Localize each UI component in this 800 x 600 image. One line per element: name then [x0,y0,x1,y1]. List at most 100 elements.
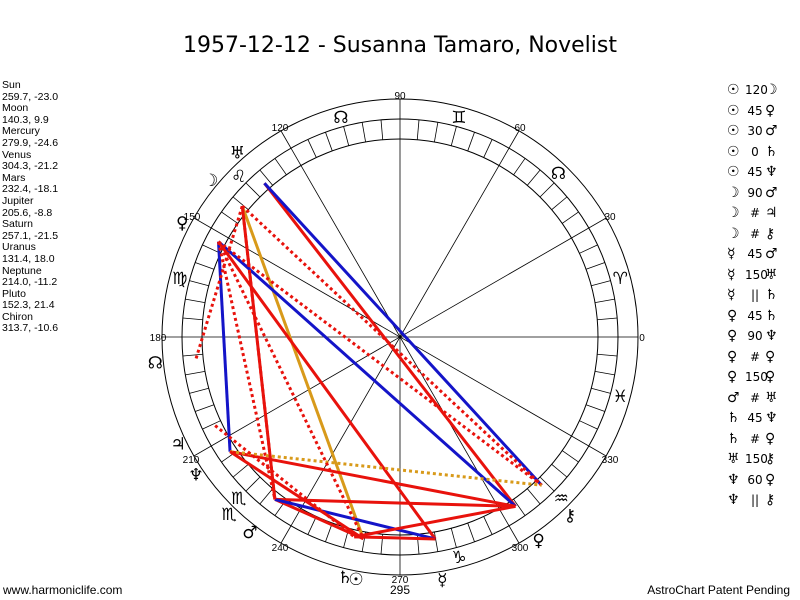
tick-mark [579,244,598,254]
tick-mark [380,119,384,140]
tick-mark [182,353,203,357]
aspect-planet-glyph: ♂ [765,123,778,139]
aspect-line [274,497,436,541]
planet-coords: 259.7, -23.0 [2,90,59,103]
aspect-value: 45 [747,247,763,261]
zodiac-sign-glyph: ♊ [451,108,466,128]
tick-mark [259,488,274,505]
aspect-planet-glyph: ☽ [727,184,740,201]
aspect-line [194,205,244,359]
website-link[interactable]: www.harmoniclife.com [3,583,123,597]
aspect-row: ☉ 45 ♀ [727,101,781,122]
aspect-line [274,497,516,508]
aspect-value: 45 [747,103,763,118]
planet-glyph: ☊ [148,354,163,374]
tick-mark [232,196,249,211]
aspect-planet-glyph: ♂ [765,246,778,262]
spoke-line [228,237,572,437]
tick-mark [513,158,526,176]
aspect-planet-glyph: ⚷ [765,225,776,242]
zodiac-sign-glyph: ♈ [613,269,628,289]
tick-mark [325,132,333,152]
planet-entry-mercury: Mercury 279.9, -24.6 [2,126,58,149]
zodiac-sign-glyph: ♌ [231,167,246,187]
aspect-value: 0 [751,144,759,159]
tick-mark [526,169,541,186]
tick-mark [539,476,555,492]
aspect-value: 30 [747,124,763,138]
aspect-line [241,204,543,487]
degree-label: 300 [512,543,529,554]
planet-glyph: ♃ [171,434,186,454]
degree-label: 0 [639,333,645,344]
aspect-planet-glyph: ☿ [727,287,736,303]
planet-name: Neptune [2,264,42,277]
aspect-value: 90 [747,329,763,343]
tick-mark [232,463,249,478]
planet-entry-chiron: Chiron 313.7, -10.6 [2,311,58,335]
aspect-row: ☽ # ⚷ [727,224,781,245]
aspect-planet-glyph: ♂ [765,184,778,201]
aspect-line [353,504,516,539]
planet-coords: 140.3, 9.9 [2,113,49,126]
planet-name: Uranus [2,241,36,254]
aspect-row: ♀ 150♀ [727,367,781,388]
tick-mark [591,280,611,287]
aspect-line [263,182,543,487]
planet-coords: 152.3, 21.4 [2,299,55,312]
aspect-list: ☉ 120☽ ☉ 45 ♀ ☉ 30 ♂ ☉ 0 ♄ ☉ 45 ♆ ☽ 90 ♂ ☽ # ♃ ☽ # ⚷ ☿ 45 ♂ ☿ 150♅ ☿… [727,80,781,511]
aspect-value: || [750,493,760,507]
tick-mark [202,244,221,254]
aspect-planet-glyph: ♀ [727,348,738,365]
aspect-planet-glyph: ♄ [727,410,740,426]
aspect-planet-glyph: ⚷ [765,451,776,467]
degree-label: 30 [604,212,616,223]
zodiac-sign-glyph: ♑ [451,548,466,568]
aspect-line [217,240,543,487]
aspect-planet-glyph: ♀ [765,430,776,447]
aspect-planet-glyph: ☉ [727,82,740,98]
tick-mark [498,508,510,526]
aspect-value: || [750,288,760,302]
tick-mark [579,420,598,430]
aspect-row: ♆ || ⚷ [727,490,781,511]
aspect-line [217,240,437,540]
planet-coords: 205.6, -8.8 [2,206,53,219]
tick-mark [182,317,203,321]
tick-mark [551,196,568,211]
tick-mark [195,262,215,270]
aspect-planet-glyph: ♃ [765,205,778,221]
tick-mark [185,298,206,304]
aspect-row: ☽ # ♃ [727,203,781,224]
aspect-line [229,450,365,540]
aspect-planet-glyph: ♆ [727,492,740,508]
planet-glyph: ☽ [203,171,218,191]
planet-entry-pluto: Pluto 152.3, 21.4 [2,288,58,312]
degree-label: 60 [514,123,526,134]
node-glyph: ☊ [551,164,566,184]
tick-mark [325,522,333,542]
tick-mark [483,139,493,158]
degree-label: 90 [394,91,406,102]
tick-mark [551,463,568,478]
aspect-planet-glyph: ♀ [765,348,776,365]
aspect-row: ♄ 45 ♆ [727,408,781,429]
aspect-planet-glyph: ☽ [765,82,778,98]
aspect-planet-glyph: ⚷ [765,492,776,508]
aspect-row: ☉ 120☽ [727,80,781,101]
tick-mark [221,211,239,224]
aspect-row: ♀ 90 ♆ [727,326,781,347]
planet-name: Jupiter [2,194,34,207]
aspect-planet-glyph: ☽ [727,225,740,242]
aspect-planet-glyph: ☉ [727,102,740,119]
planet-glyph: ♆ [188,466,203,486]
planet-glyph: ♀ [532,531,544,551]
aspect-planet-glyph: ♆ [765,328,778,344]
tick-mark [483,516,493,535]
aspect-value: 60 [747,472,763,487]
aspect-row: ☉ 0 ♄ [727,142,781,163]
planet-glyph: ☉ [348,570,363,590]
planet-entry-neptune: Neptune 214.0, -11.2 [2,264,58,289]
aspect-row: ☉ 30 ♂ [727,121,781,142]
